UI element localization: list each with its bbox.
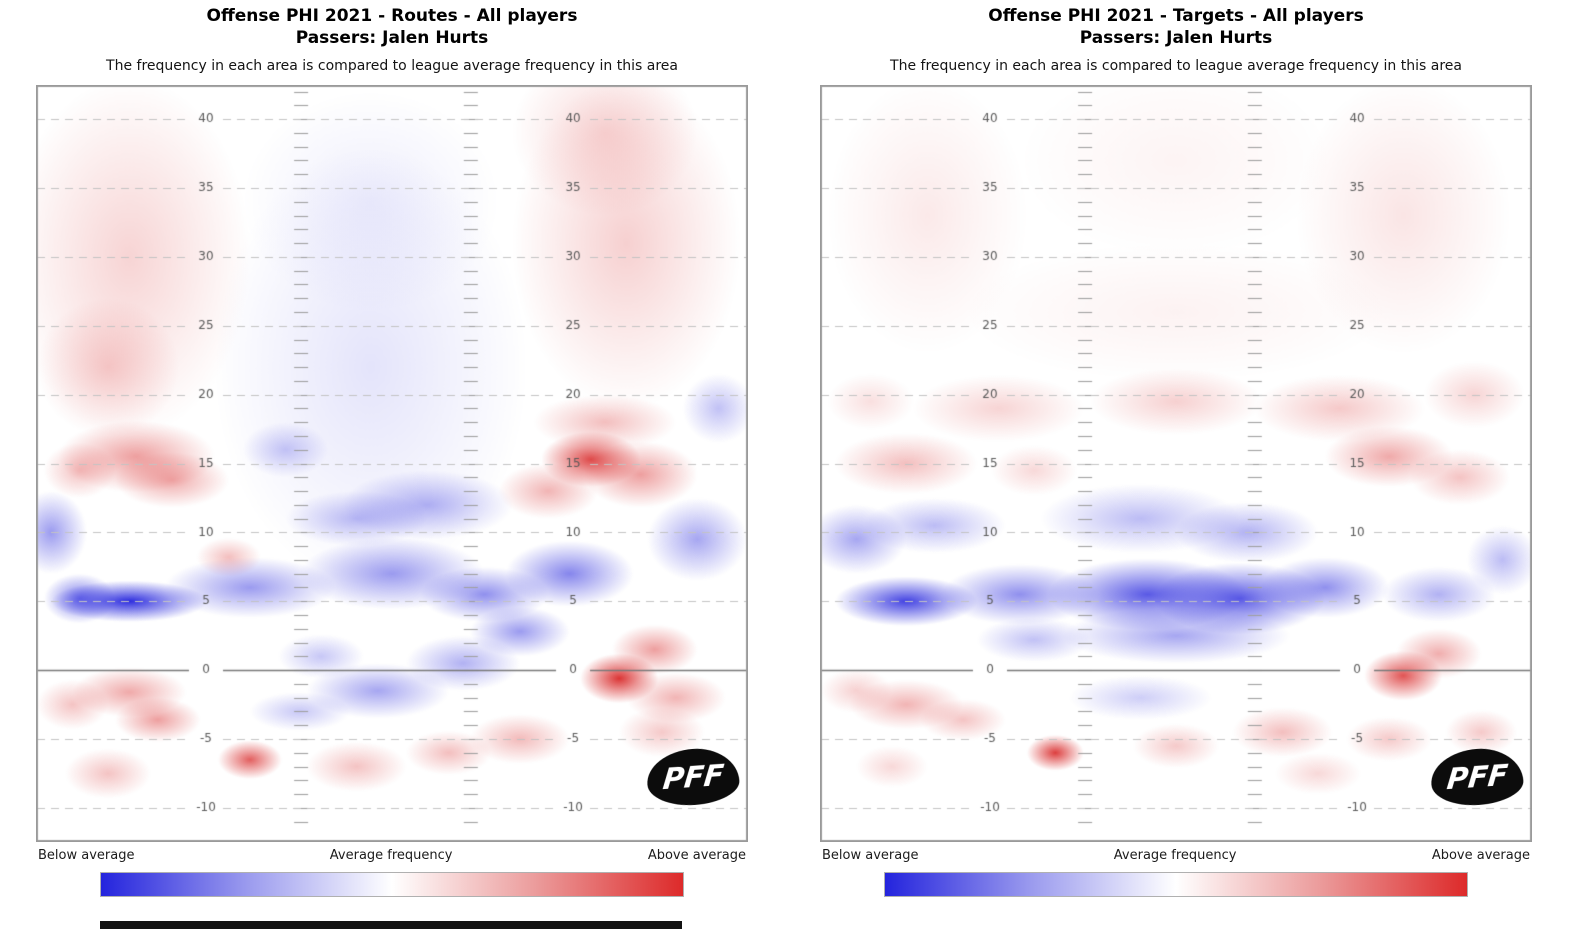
routes-title-line2: Passers: Jalen Hurts (295, 28, 489, 48)
legend-average-frequency-label: Average frequency (1113, 848, 1237, 863)
pff-logo-text: PFF (660, 757, 726, 797)
legend-above-average-label: Above average (647, 848, 746, 863)
targets-subtitle: The frequency in each area is compared t… (890, 58, 1462, 74)
targets-panel: Offense PHI 2021 - Targets - All players… (820, 0, 1532, 929)
pff-logo-text: PFF (1444, 757, 1510, 797)
routes-subtitle: The frequency in each area is compared t… (106, 58, 678, 74)
legend-above-average-label: Above average (1431, 848, 1530, 863)
targets-heatmap-canvas (821, 86, 1531, 841)
routes-heatmap: PFF (36, 85, 748, 842)
routes-legend-row: Below average Average frequency Above av… (38, 848, 746, 863)
routes-heatmap-canvas (37, 86, 747, 841)
legend-below-average-label: Below average (822, 848, 919, 863)
targets-colorbar-gradient (884, 872, 1468, 897)
cropped-black-strip (100, 921, 682, 929)
routes-colorbar-gradient (100, 872, 684, 897)
routes-title-line1: Offense PHI 2021 - Routes - All players (206, 6, 578, 26)
targets-legend-row: Below average Average frequency Above av… (822, 848, 1530, 863)
targets-title-line2: Passers: Jalen Hurts (1079, 28, 1273, 48)
targets-heatmap: PFF (820, 85, 1532, 842)
legend-average-frequency-label: Average frequency (329, 848, 453, 863)
legend-below-average-label: Below average (38, 848, 135, 863)
routes-panel: Offense PHI 2021 - Routes - All players … (36, 0, 748, 929)
targets-title-line1: Offense PHI 2021 - Targets - All players (988, 6, 1364, 26)
